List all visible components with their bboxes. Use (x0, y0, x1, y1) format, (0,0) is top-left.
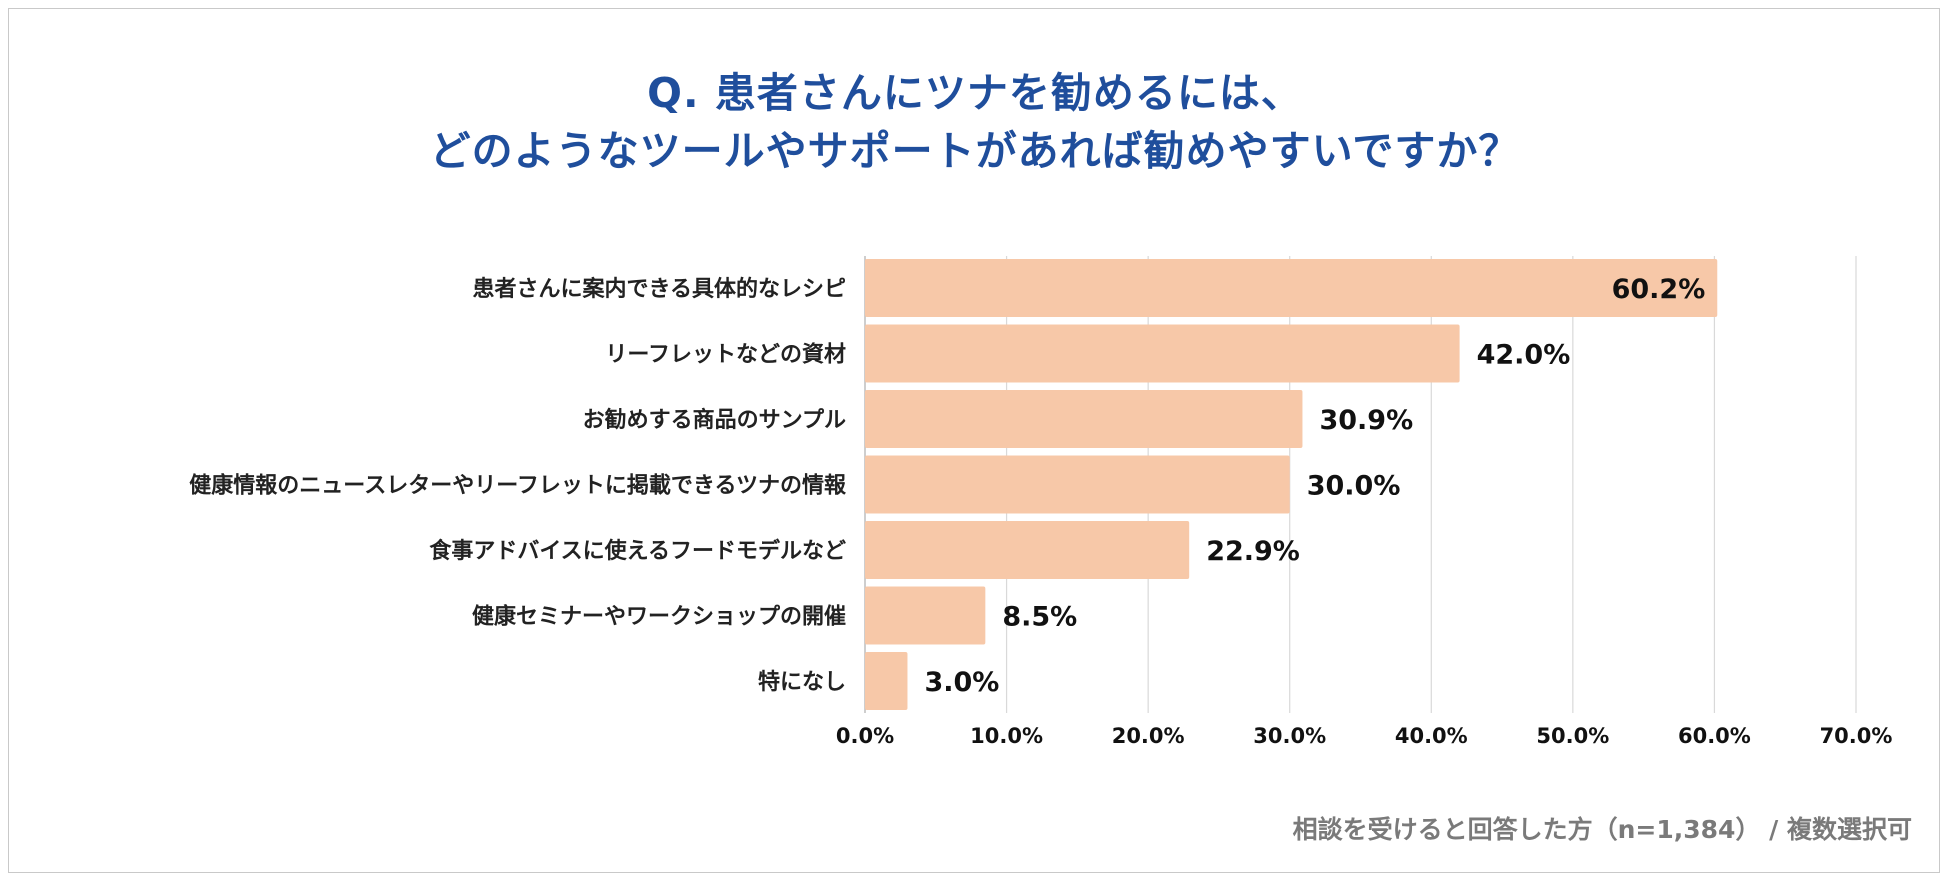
x-tick-label: 10.0% (970, 724, 1043, 748)
category-label: お勧めする商品のサンプル (583, 407, 846, 433)
chart-title-line-1: Q. 患者さんにツナを勧めるには、 (647, 69, 1303, 117)
bar (865, 324, 1460, 383)
chart-footnote: 相談を受けると回答した方（n=1,384） / 複数選択可 (1292, 815, 1912, 844)
bar (865, 390, 1303, 448)
x-tick-label: 60.0% (1678, 724, 1751, 748)
category-label: リーフレットなどの資材 (605, 342, 846, 368)
x-tick-label: 20.0% (1112, 724, 1185, 748)
chart-title-line-2: どのようなツールやサポートがあれば勧めやすいですか？ (429, 127, 1521, 175)
data-label: 30.9% (1319, 405, 1413, 436)
data-label: 42.0% (1477, 340, 1571, 371)
data-label: 60.2% (1612, 274, 1706, 305)
bar (865, 586, 986, 645)
data-label: 30.0% (1307, 471, 1401, 502)
x-tick-label: 30.0% (1253, 724, 1326, 748)
data-label: 8.5% (1002, 602, 1077, 633)
bar (865, 521, 1190, 579)
category-label: 患者さんに案内できる具体的なレシピ (472, 276, 846, 302)
bar (865, 455, 1290, 514)
chart-title: Q. 患者さんにツナを勧めるには、 どのようなツールやサポートがあれば勧めやすい… (0, 64, 1950, 180)
bar (865, 259, 1718, 317)
x-tick-label: 40.0% (1395, 724, 1468, 748)
category-label: 健康情報のニュースレターやリーフレットに掲載できるツナの情報 (189, 473, 847, 499)
category-label: 健康セミナーやワークショップの開催 (472, 604, 846, 630)
category-label: 食事アドバイスに使えるフードモデルなど (429, 538, 846, 564)
data-label: 22.9% (1206, 536, 1300, 567)
x-tick-label: 0.0% (836, 724, 894, 748)
data-label: 3.0% (924, 667, 999, 698)
x-tick-label: 70.0% (1820, 724, 1893, 748)
category-label: 特になし (758, 669, 846, 695)
x-tick-label: 50.0% (1536, 724, 1609, 748)
bar (865, 652, 908, 710)
